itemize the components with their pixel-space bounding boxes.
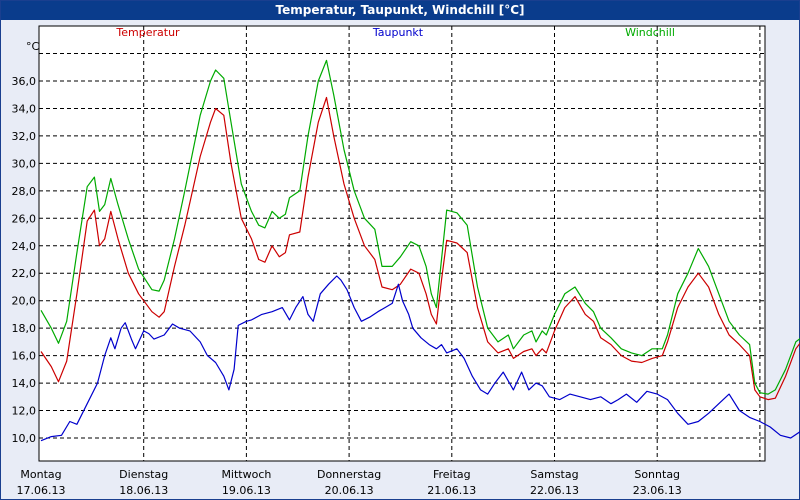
x-tick-day-label: Mittwoch <box>221 468 271 481</box>
plot-area <box>38 25 766 462</box>
y-axis-unit-label: °C <box>26 40 40 53</box>
x-tick-date-label: 17.06.13 <box>17 484 66 497</box>
y-tick-label: 30,0 <box>12 157 37 170</box>
y-tick-label: 10,0 <box>12 432 37 445</box>
x-tick-day-label: Dienstag <box>119 468 168 481</box>
legend: Temperatur Taupunkt Windchill <box>115 26 675 39</box>
x-tick-date-label: 19.06.13 <box>222 484 271 497</box>
y-tick-label: 18,0 <box>12 322 37 335</box>
y-axis: 10,0 12,0 14,0 16,0 18,0 20,0 22,0 24,0 26,0 28,0… <box>12 75 37 445</box>
x-tick-date-label: 20.06.13 <box>325 484 374 497</box>
y-tick-label: 14,0 <box>12 377 37 390</box>
grid <box>39 26 765 461</box>
legend-label-temperatur: Temperatur <box>115 26 180 39</box>
y-tick-label: 26,0 <box>12 212 37 225</box>
x-tick-date-label: 21.06.13 <box>427 484 476 497</box>
y-tick-label: 22,0 <box>12 267 37 280</box>
x-tick-day-label: Sonntag <box>634 468 680 481</box>
x-tick-day-label: Freitag <box>433 468 471 481</box>
x-tick-date-label: 22.06.13 <box>530 484 579 497</box>
y-tick-label: 20,0 <box>12 295 37 308</box>
y-tick-label: 34,0 <box>12 102 37 115</box>
chart-title: Temperatur, Taupunkt, Windchill [°C] <box>1 1 799 20</box>
legend-label-taupunkt: Taupunkt <box>372 26 424 39</box>
legend-label-windchill: Windchill <box>625 26 675 39</box>
y-tick-label: 12,0 <box>12 405 37 418</box>
x-tick-day-label: Montag <box>20 468 61 481</box>
x-tick-day-label: Donnerstag <box>317 468 381 481</box>
y-tick-label: 32,0 <box>12 130 37 143</box>
series-line-windchill <box>40 59 800 395</box>
y-tick-label: 16,0 <box>12 350 37 363</box>
series-line-taupunkt <box>40 275 800 442</box>
series-lines <box>40 59 800 442</box>
series-line-temperatur <box>40 96 800 401</box>
y-tick-label: 36,0 <box>12 75 37 88</box>
y-tick-label: 28,0 <box>12 185 37 198</box>
y-tick-label: 24,0 <box>12 240 37 253</box>
x-tick-day-label: Samstag <box>530 468 578 481</box>
x-tick-date-label: 18.06.13 <box>119 484 168 497</box>
x-tick-date-label: 23.06.13 <box>633 484 682 497</box>
x-axis: Montag 17.06.13 Dienstag 18.06.13 Mittwoch 19… <box>17 468 682 497</box>
